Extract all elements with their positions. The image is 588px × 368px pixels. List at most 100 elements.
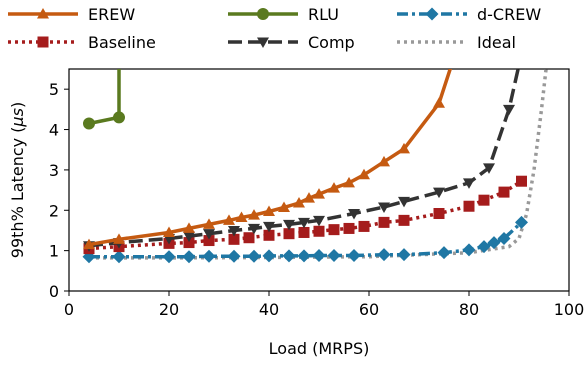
data-point [298, 226, 310, 238]
data-point [228, 225, 240, 237]
data-point [378, 202, 390, 214]
legend-item-rlu: RLU [228, 5, 339, 24]
data-point [303, 192, 315, 203]
data-point [182, 250, 196, 264]
data-point [235, 211, 248, 223]
y-tick-label: 0 [49, 282, 59, 301]
data-point [298, 217, 310, 229]
data-point [437, 246, 451, 260]
legend-item-comp: Comp [228, 33, 355, 52]
data-point [282, 249, 296, 263]
x-axis-label: Load (MRPS) [269, 339, 370, 358]
data-point [113, 111, 125, 124]
legend-item-baseline: Baseline [8, 33, 156, 52]
data-point [203, 229, 215, 240]
data-point [478, 194, 490, 206]
data-point [262, 249, 276, 263]
data-point [398, 214, 410, 226]
data-point [433, 97, 445, 108]
data-point [477, 240, 491, 254]
axes-layer: 0 20 40 60 80 100 0 1 2 3 4 5 [49, 80, 584, 319]
data-point [347, 248, 361, 262]
data-point [183, 231, 195, 243]
legend-item-ideal: Ideal [397, 33, 516, 52]
data-point [433, 208, 445, 220]
series-d-crew [82, 215, 528, 264]
series-line [89, 69, 548, 260]
legend-marker [37, 36, 49, 48]
data-point [83, 238, 95, 250]
series-erew [83, 69, 453, 250]
y-tick-label: 3 [49, 161, 59, 180]
data-point [113, 233, 125, 244]
data-point [83, 117, 95, 130]
data-point [515, 215, 528, 229]
data-point [397, 248, 411, 262]
data-point [263, 229, 275, 241]
data-point [348, 209, 360, 220]
data-point [162, 250, 176, 264]
data-point [433, 187, 445, 199]
data-point [328, 182, 340, 193]
series-comp [83, 69, 520, 252]
series-ideal [89, 69, 548, 260]
data-point [313, 215, 325, 227]
data-point [463, 200, 475, 212]
data-point [343, 222, 355, 234]
data-point [263, 221, 275, 233]
data-point [327, 248, 341, 262]
legend-marker [257, 37, 269, 48]
legend: EREW RLU d-CREW Baseline Comp Ideal [8, 5, 541, 52]
data-point [243, 232, 255, 244]
x-tick-label: 80 [459, 300, 479, 319]
data-point [516, 175, 527, 187]
data-point [462, 243, 476, 257]
plot-frame [68, 68, 570, 292]
series-baseline [83, 175, 527, 255]
data-point [297, 249, 311, 263]
x-tick-label: 20 [159, 300, 179, 319]
legend-marker [37, 8, 49, 19]
data-point [497, 232, 511, 246]
data-point [398, 142, 410, 154]
legend-label: Comp [308, 33, 355, 52]
data-point [487, 236, 501, 250]
data-point [358, 168, 370, 180]
data-point [283, 219, 295, 231]
data-point [223, 214, 235, 225]
data-point [183, 237, 195, 249]
data-point [503, 104, 515, 116]
data-point [463, 178, 475, 189]
legend-label: EREW [88, 5, 135, 24]
data-point [163, 226, 175, 237]
data-point [312, 248, 326, 262]
data-point [247, 249, 261, 263]
data-point [283, 228, 295, 240]
legend-item-erew: EREW [8, 5, 135, 24]
x-tick-label: 40 [259, 300, 279, 319]
data-point [377, 248, 391, 262]
data-point [112, 250, 126, 264]
data-point [227, 249, 241, 263]
data-point [202, 249, 216, 263]
y-tick-label: 4 [49, 121, 59, 140]
data-point [248, 209, 260, 220]
series-line [88, 69, 453, 247]
legend-label: d-CREW [477, 5, 541, 24]
data-point [263, 205, 275, 216]
y-tick-label: 5 [49, 80, 59, 99]
data-point [483, 163, 495, 174]
data-point [378, 155, 390, 167]
data-point [82, 250, 96, 264]
data-point [343, 176, 355, 188]
legend-marker [425, 7, 439, 21]
y-axis-label: 99th% Latency (μs) [8, 102, 27, 258]
legend-item-d-crew: d-CREW [397, 5, 541, 24]
data-point [358, 220, 370, 232]
data-point [328, 224, 340, 236]
series-layer [82, 69, 548, 264]
series-rlu [83, 69, 125, 130]
data-point [248, 223, 260, 235]
